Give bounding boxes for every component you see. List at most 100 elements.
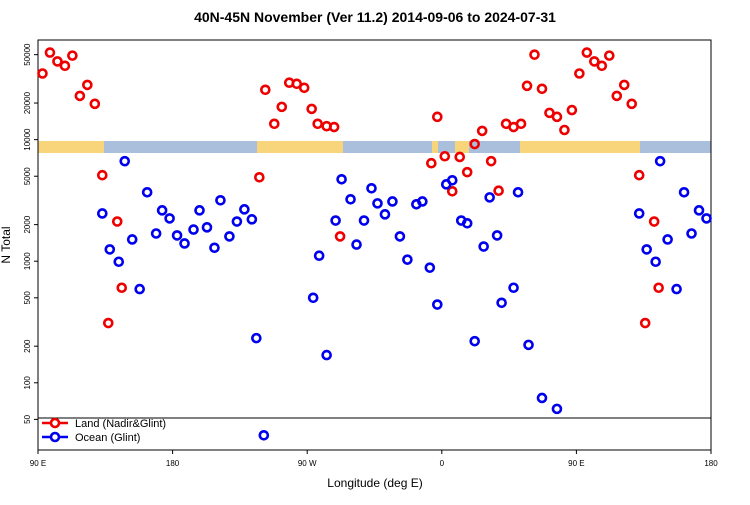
point [126,234,138,245]
point [426,157,437,169]
point [334,231,346,242]
point [171,230,183,241]
point [484,192,495,203]
point [328,121,340,133]
point [536,83,548,95]
point [150,228,162,239]
point [589,56,600,67]
point [476,125,488,137]
point [209,242,220,254]
point [330,215,341,226]
y-tick-label: 1000 [23,252,32,270]
point [113,256,125,268]
point [432,299,443,310]
point [312,118,323,130]
point [633,169,645,181]
point [188,224,199,235]
point [268,118,280,130]
point [693,205,705,216]
x-tick-label: 0 [440,459,445,468]
point [141,186,153,198]
point [179,238,190,249]
point [536,392,548,404]
point [260,84,271,96]
point [258,429,270,441]
y-tick-label: 200 [23,339,32,353]
point [432,111,443,123]
legend-marker [49,417,61,429]
point [446,174,458,186]
point [254,172,265,183]
point [239,204,250,215]
point [512,186,524,198]
point [523,339,534,351]
land-mask-strip [38,141,711,153]
point [559,124,570,136]
point [201,222,213,233]
x-axis-label: Longitude (deg E) [327,476,422,490]
point [276,101,288,113]
x-tick-label: 90 E [568,459,584,468]
point [618,79,630,91]
point [653,282,664,294]
point [424,262,436,273]
y-tick-label: 500 [23,291,32,305]
point [662,234,673,245]
point [306,103,317,115]
y-tick-label: 10000 [23,128,32,151]
point [566,104,578,116]
point [701,213,712,224]
point [686,228,697,239]
y-tick-label: 5000 [23,167,32,185]
point [654,155,666,167]
point [493,185,504,197]
point [111,216,123,227]
point [372,198,383,209]
legend-label: Land (Nadir&Glint) [75,418,166,430]
point [313,250,325,262]
point [574,68,585,79]
point [469,138,481,150]
point [194,205,205,216]
point [215,194,226,206]
point [164,213,175,224]
point [648,216,660,227]
point [478,241,489,252]
legend-label: Ocean (Glint) [75,432,140,444]
point [251,332,262,344]
point [529,49,540,60]
point [596,60,608,72]
point [461,218,473,229]
point [515,118,527,130]
legend-marker [49,431,61,443]
point [639,317,651,329]
point [521,80,533,92]
point [298,82,310,94]
point [650,256,661,268]
point [104,244,116,255]
point [379,209,391,220]
point [387,196,398,207]
point [97,169,108,181]
point [74,90,86,102]
point [626,98,638,110]
point [417,196,428,207]
point [119,155,131,167]
point [551,111,563,123]
y-tick-label: 50000 [23,43,32,66]
point [611,90,623,102]
y-tick-label: 50 [23,414,32,423]
point [366,182,377,194]
point [321,349,332,361]
point [581,47,593,58]
point [231,216,243,227]
point [402,254,413,265]
point [641,244,652,255]
y-axis-label: N Total [0,226,13,263]
x-tick-label: 180 [704,459,718,468]
point [485,155,497,167]
point [678,186,690,198]
point [52,56,63,67]
point [336,173,347,185]
y-tick-label: 2000 [23,215,32,233]
